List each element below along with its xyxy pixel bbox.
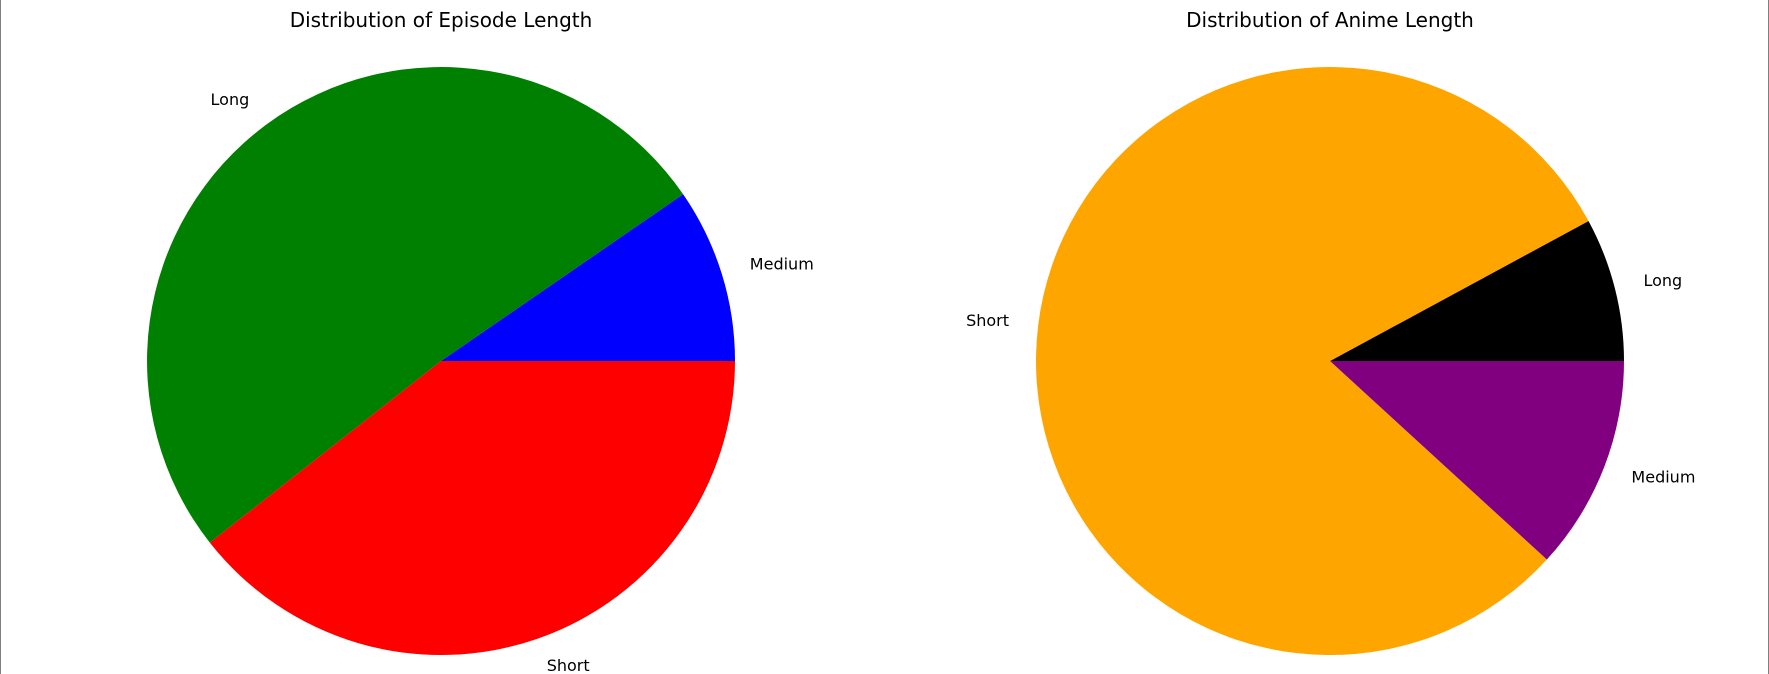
- episode-length-pie: Distribution of Episode Length Medium Lon…: [147, 8, 814, 674]
- anime-length-slice-long: [1330, 220, 1624, 361]
- anime-length-slice-short: [1036, 67, 1589, 656]
- episode-length-slice-long: [147, 67, 684, 543]
- chart-title-anime-length: Distribution of Anime Length: [1186, 8, 1474, 32]
- chart-title-episode-length: Distribution of Episode Length: [290, 8, 593, 32]
- episode-length-label-medium: Medium: [750, 254, 814, 273]
- anime-length-label-short: Short: [966, 311, 1009, 330]
- anime-length-slice-medium: [1330, 361, 1624, 560]
- episode-length-labels: Medium Long Short: [211, 90, 814, 674]
- episode-length-label-long: Long: [211, 90, 250, 109]
- episode-length-slices: [147, 67, 736, 656]
- episode-length-slice-medium: [441, 194, 736, 361]
- episode-length-label-short: Short: [547, 656, 590, 674]
- episode-length-slice-short: [209, 361, 735, 656]
- anime-length-slices: [1036, 67, 1624, 656]
- anime-length-label-medium: Medium: [1631, 468, 1695, 487]
- anime-length-label-long: Long: [1643, 271, 1682, 290]
- anime-length-pie: Distribution of Anime Length Long Short Me…: [966, 8, 1695, 656]
- anime-length-labels: Long Short Medium: [966, 271, 1695, 487]
